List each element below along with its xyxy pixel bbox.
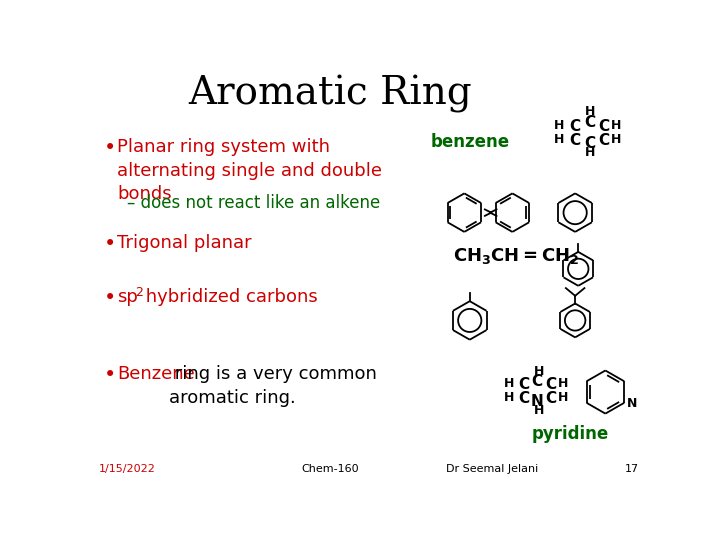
Text: C: C xyxy=(585,136,595,151)
Text: Aromatic Ring: Aromatic Ring xyxy=(189,75,472,113)
Text: H: H xyxy=(504,377,515,390)
Text: •: • xyxy=(104,234,116,254)
Text: sp: sp xyxy=(117,288,138,306)
Text: H: H xyxy=(554,119,564,132)
Text: H: H xyxy=(558,390,569,403)
Text: H: H xyxy=(534,365,545,378)
Text: C: C xyxy=(546,390,557,406)
Text: H: H xyxy=(585,105,595,118)
Text: H: H xyxy=(554,132,564,146)
Text: N: N xyxy=(531,394,544,409)
Text: H: H xyxy=(534,403,545,416)
Text: H: H xyxy=(585,146,595,159)
Text: 2: 2 xyxy=(135,286,143,299)
Text: C: C xyxy=(598,119,610,134)
Text: hybridized carbons: hybridized carbons xyxy=(140,288,318,306)
Text: benzene: benzene xyxy=(430,133,509,151)
Text: pyridine: pyridine xyxy=(532,425,609,443)
Text: Chem-160: Chem-160 xyxy=(302,464,359,475)
Text: •: • xyxy=(104,288,116,308)
Text: C: C xyxy=(598,132,610,147)
Text: – does not react like an alkene: – does not react like an alkene xyxy=(127,194,380,212)
Text: H: H xyxy=(558,377,569,390)
Text: •: • xyxy=(104,138,116,158)
Text: $\mathbf{CH_3CH{=}CH_2}$: $\mathbf{CH_3CH{=}CH_2}$ xyxy=(453,246,579,266)
Text: H: H xyxy=(611,119,621,132)
Text: H: H xyxy=(504,390,515,403)
Text: Dr Seemal Jelani: Dr Seemal Jelani xyxy=(446,464,539,475)
Text: C: C xyxy=(569,119,580,134)
Text: •: • xyxy=(104,365,116,385)
Text: C: C xyxy=(569,132,580,147)
Text: 17: 17 xyxy=(624,464,639,475)
Text: Trigonal planar: Trigonal planar xyxy=(117,234,252,252)
Text: C: C xyxy=(531,374,542,389)
Text: C: C xyxy=(518,390,529,406)
Text: C: C xyxy=(585,115,595,130)
Text: N: N xyxy=(626,397,637,410)
Text: Planar ring system with
alternating single and double
bonds: Planar ring system with alternating sing… xyxy=(117,138,382,203)
Text: C: C xyxy=(518,377,529,393)
Text: ring is a very common
aromatic ring.: ring is a very common aromatic ring. xyxy=(169,365,377,407)
Text: Benzene: Benzene xyxy=(117,365,195,383)
Text: H: H xyxy=(611,132,621,146)
Text: C: C xyxy=(546,377,557,393)
Text: 1/15/2022: 1/15/2022 xyxy=(99,464,156,475)
